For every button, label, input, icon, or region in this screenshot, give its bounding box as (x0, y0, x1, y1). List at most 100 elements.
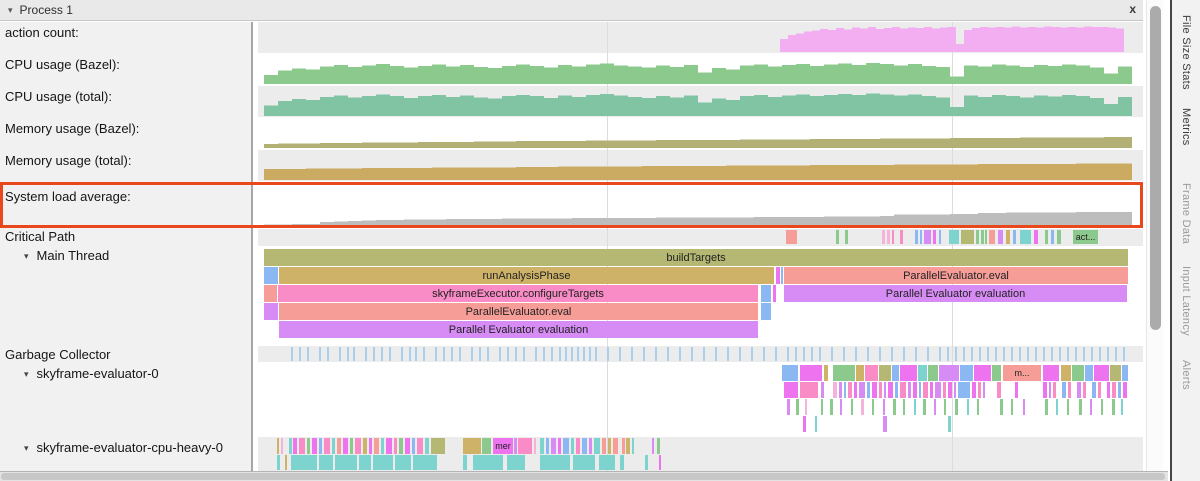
slice[interactable] (879, 365, 891, 381)
slice[interactable] (914, 399, 916, 415)
counter-chart-cpu-usage-bazel[interactable] (255, 58, 1143, 84)
tab-file-size-stats[interactable]: File Size Stats (1180, 15, 1192, 90)
slice[interactable] (948, 416, 951, 432)
slice[interactable] (773, 285, 776, 302)
slice[interactable] (856, 365, 864, 381)
slice[interactable] (803, 416, 806, 432)
slice[interactable] (659, 455, 661, 470)
slice[interactable] (381, 438, 384, 454)
slice[interactable] (888, 382, 893, 398)
slice[interactable] (324, 438, 330, 454)
slice[interactable] (892, 230, 894, 244)
slice[interactable] (312, 438, 317, 454)
slice[interactable] (652, 438, 654, 454)
slice[interactable] (824, 365, 828, 381)
slice[interactable] (935, 382, 941, 398)
slice[interactable] (594, 438, 600, 454)
slice[interactable] (1013, 230, 1016, 244)
slice[interactable] (1068, 382, 1071, 398)
slice[interactable] (1067, 399, 1069, 415)
slice[interactable] (900, 230, 903, 244)
slice[interactable] (867, 382, 870, 398)
slice[interactable] (1098, 382, 1101, 398)
collapse-icon[interactable]: ▾ (24, 443, 29, 453)
slice[interactable] (960, 365, 973, 381)
slice[interactable] (883, 416, 887, 432)
slice[interactable] (928, 365, 938, 381)
slice[interactable] (800, 365, 822, 381)
slice[interactable] (830, 399, 833, 415)
slice[interactable] (332, 438, 335, 454)
slice[interactable] (893, 399, 896, 415)
slice[interactable] (620, 455, 624, 470)
slice[interactable] (805, 399, 807, 415)
slice[interactable] (395, 455, 411, 470)
slice[interactable] (1118, 382, 1121, 398)
slice-runanalysisphase[interactable]: runAnalysisPhase (279, 267, 774, 284)
slice[interactable] (1056, 399, 1058, 415)
slice[interactable] (540, 455, 570, 470)
slice[interactable] (335, 455, 357, 470)
slice[interactable] (1112, 382, 1116, 398)
slice[interactable] (645, 455, 648, 470)
slice[interactable] (1043, 365, 1059, 381)
slice[interactable] (405, 438, 410, 454)
counter-chart-memory-usage-total[interactable] (255, 154, 1143, 180)
slice[interactable] (319, 438, 322, 454)
slice[interactable] (289, 438, 292, 454)
slice[interactable] (776, 267, 780, 284)
slice[interactable] (859, 382, 865, 398)
slice[interactable] (657, 438, 660, 454)
slice[interactable] (895, 382, 898, 398)
counter-chart-action-count[interactable] (255, 26, 1143, 52)
slice[interactable] (571, 438, 574, 454)
slice[interactable] (1101, 399, 1103, 415)
slice[interactable] (264, 303, 278, 320)
slice[interactable] (1049, 382, 1051, 398)
slice-skyframeexecutor-configuretargets[interactable]: skyframeExecutor.configureTargets (278, 285, 758, 302)
slice[interactable] (961, 230, 974, 244)
slice[interactable] (613, 438, 618, 454)
slice[interactable] (974, 365, 991, 381)
slice[interactable] (903, 399, 905, 415)
slice[interactable] (924, 230, 931, 244)
slice[interactable] (576, 438, 580, 454)
slice[interactable] (573, 455, 595, 470)
slice[interactable] (782, 365, 798, 381)
slice-m[interactable]: m... (1003, 365, 1041, 381)
slice[interactable] (833, 382, 837, 398)
slice[interactable] (892, 365, 899, 381)
slice[interactable] (1121, 399, 1123, 415)
slice[interactable] (337, 438, 341, 454)
slice[interactable] (546, 438, 549, 454)
slice[interactable] (948, 382, 952, 398)
slice-parallel-evaluator-evaluation[interactable]: Parallel Evaluator evaluation (279, 321, 758, 338)
row-label-skyframe-evaluator-cpu-heavy-0[interactable]: ▾ skyframe-evaluator-cpu-heavy-0 (24, 440, 223, 455)
slice[interactable] (264, 285, 277, 302)
vertical-scrollbar-thumb[interactable] (1150, 6, 1161, 330)
slice[interactable] (761, 303, 771, 320)
slice[interactable] (833, 365, 855, 381)
slice[interactable] (1083, 382, 1086, 398)
slice[interactable] (373, 455, 393, 470)
collapse-icon[interactable]: ▾ (24, 251, 29, 261)
slice[interactable] (854, 382, 857, 398)
slice[interactable] (1062, 382, 1066, 398)
slice[interactable] (865, 365, 878, 381)
slice[interactable] (787, 399, 790, 415)
slice[interactable] (1011, 399, 1013, 415)
slice[interactable] (413, 455, 437, 470)
slice[interactable] (954, 382, 956, 398)
slice[interactable] (883, 399, 885, 415)
collapse-icon[interactable]: ▾ (24, 369, 29, 379)
slice[interactable] (1020, 230, 1031, 244)
slice[interactable] (1051, 230, 1054, 244)
slice[interactable] (915, 230, 918, 244)
slice[interactable] (463, 455, 467, 470)
slice[interactable] (626, 438, 630, 454)
slice[interactable] (1000, 399, 1003, 415)
row-label-skyframe-evaluator-0[interactable]: ▾ skyframe-evaluator-0 (24, 366, 159, 381)
slice[interactable] (977, 399, 979, 415)
slice[interactable] (293, 438, 297, 454)
horizontal-scrollbar-thumb[interactable] (1, 473, 1165, 480)
